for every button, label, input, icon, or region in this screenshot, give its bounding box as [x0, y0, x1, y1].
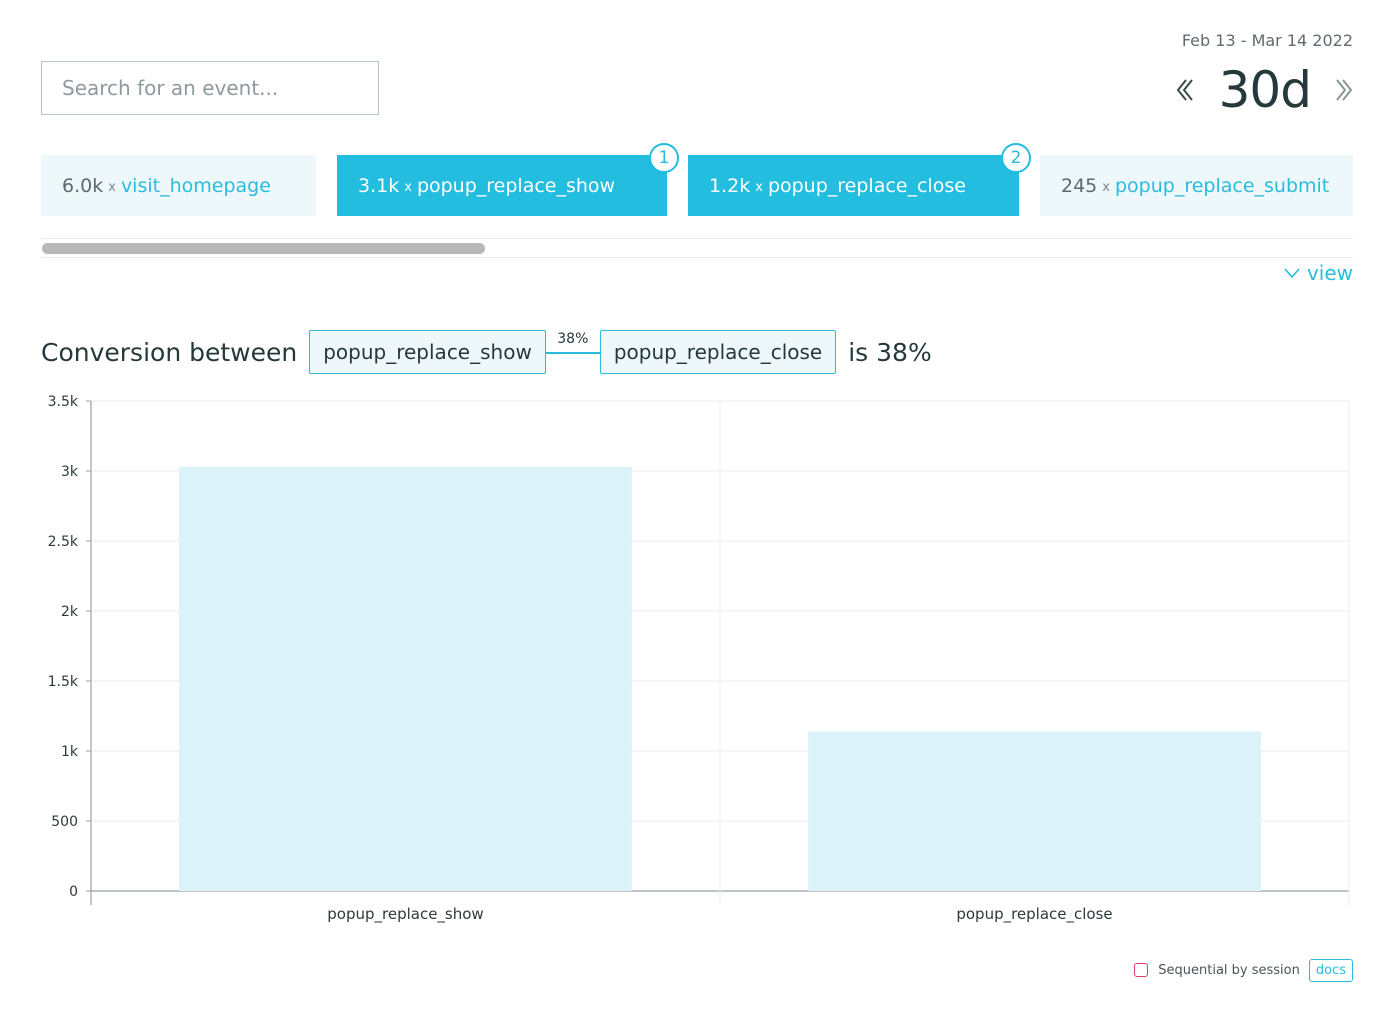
y-tick-label: 1k	[61, 744, 79, 760]
event-count: 6.0k	[62, 174, 104, 197]
period-nav: 30d	[1173, 58, 1355, 122]
conversion-to-event[interactable]: popup_replace_close	[599, 330, 837, 374]
y-tick-label: 1.5k	[48, 674, 79, 690]
event-order-badge: 2	[1001, 143, 1031, 173]
search-box	[41, 61, 379, 115]
sequential-checkbox[interactable]	[1134, 963, 1149, 977]
funnel-chart: 0 500 1k 1.5k 2k 2.5k 3k 3.5k popup_replace_show…	[0, 385, 1400, 935]
sequential-label: Sequential by session	[1158, 962, 1300, 978]
funnel-bar-chart: 0 500 1k 1.5k 2k 2.5k 3k 3.5k popup_replace_show…	[48, 394, 1350, 924]
event-times: x	[755, 180, 763, 195]
chart-footer: Sequential by session docs	[1134, 957, 1353, 983]
conversion-link-pct: 38%	[557, 331, 589, 347]
next-period-button[interactable]	[1331, 75, 1355, 105]
event-count: 1.2k	[709, 174, 751, 197]
conversion-prefix: Conversion between	[41, 337, 298, 367]
x-tick-label: popup_replace_show	[327, 905, 483, 924]
conversion-summary: Conversion between popup_replace_show 38…	[41, 330, 932, 374]
event-count: 3.1k	[358, 174, 400, 197]
view-toggle-label: view	[1306, 261, 1353, 285]
chevron-right-icon	[1336, 79, 1353, 101]
conversion-link: 38%	[545, 330, 600, 374]
event-name: visit_homepage	[120, 174, 271, 197]
y-tick-label: 3k	[61, 464, 79, 480]
bar	[179, 466, 632, 891]
y-tick-label: 0	[69, 884, 78, 900]
conversion-result: is 38%	[848, 337, 932, 367]
event-chip[interactable]: 6.0k x visit_homepage	[41, 155, 316, 216]
event-name: popup_replace_show	[416, 174, 616, 197]
event-times: x	[404, 180, 412, 195]
chevron-down-icon	[1284, 268, 1300, 279]
event-times: x	[108, 180, 116, 195]
search-input[interactable]	[42, 62, 378, 114]
event-chip-selected[interactable]: 3.1k x popup_replace_show 1	[337, 143, 679, 216]
y-tick-label: 500	[51, 814, 78, 830]
event-order-badge: 1	[649, 143, 679, 173]
event-chip-row: 6.0k x visit_homepage 3.1k x popup_repla…	[41, 142, 1353, 232]
y-tick-label: 3.5k	[48, 394, 79, 410]
event-times: x	[1102, 180, 1110, 195]
event-name: popup_replace_submit	[1114, 174, 1330, 197]
horizontal-scrollbar[interactable]	[41, 238, 1353, 258]
conversion-from-event[interactable]: popup_replace_show	[309, 330, 546, 374]
period-value: 30d	[1218, 61, 1312, 119]
view-toggle-button[interactable]: view	[1283, 261, 1353, 285]
chevron-left-icon	[1176, 79, 1193, 101]
y-tick-label: 2.5k	[48, 534, 79, 550]
event-name: popup_replace_close	[767, 174, 966, 197]
bar	[808, 731, 1261, 891]
event-chip[interactable]: 245 x popup_replace_submit	[1040, 155, 1353, 216]
prev-period-button[interactable]	[1173, 75, 1197, 105]
docs-link[interactable]: docs	[1308, 958, 1353, 982]
x-tick-label: popup_replace_close	[956, 905, 1112, 924]
conversion-link-line	[545, 352, 600, 354]
event-chip-selected[interactable]: 1.2k x popup_replace_close 2	[688, 143, 1031, 216]
date-range-label: Feb 13 - Mar 14 2022	[1181, 31, 1353, 50]
event-count: 245	[1061, 174, 1098, 197]
scrollbar-thumb[interactable]	[42, 243, 485, 254]
y-tick-label: 2k	[61, 604, 79, 620]
